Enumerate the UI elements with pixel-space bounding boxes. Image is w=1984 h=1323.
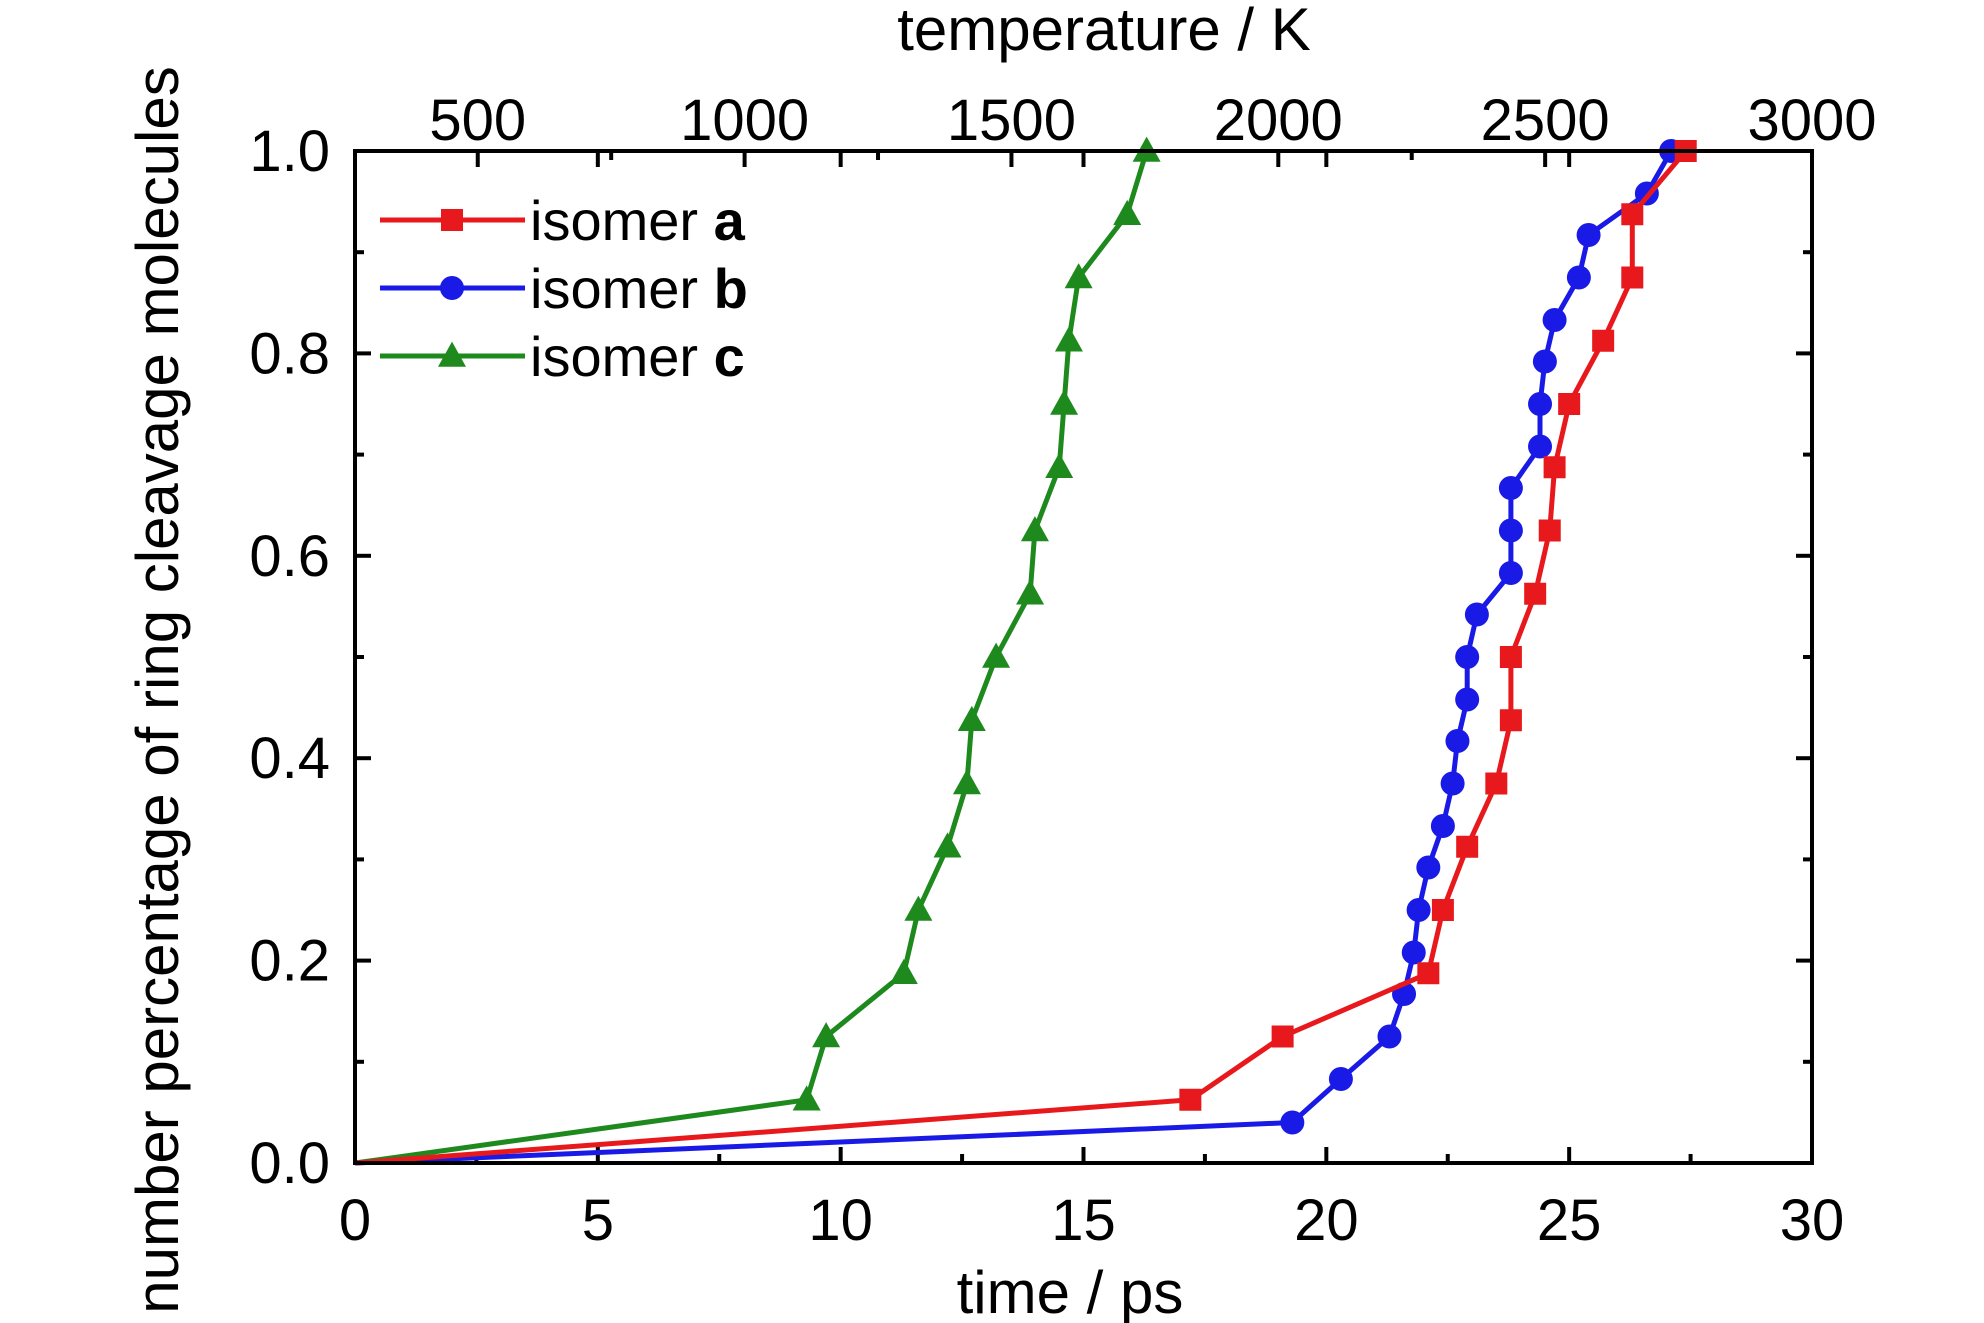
data-point-c xyxy=(982,642,1011,668)
legend-item-a: isomer a xyxy=(380,189,746,252)
data-point-c xyxy=(1045,452,1074,479)
data-point-b xyxy=(1377,1024,1402,1049)
data-point-b xyxy=(1498,475,1523,500)
data-point-c xyxy=(1113,199,1142,226)
data-point-a xyxy=(1417,962,1440,985)
data-point-b xyxy=(1542,308,1567,333)
x-tick-label: 15 xyxy=(1051,1188,1116,1253)
legend-item-b: isomer b xyxy=(380,257,748,320)
data-point-b xyxy=(1464,602,1489,627)
legend-label: isomer b xyxy=(530,257,748,320)
data-point-c xyxy=(1020,516,1049,542)
data-point-b xyxy=(1401,940,1426,965)
data-point-a xyxy=(1499,646,1522,668)
data-point-b xyxy=(1528,434,1553,459)
data-point-a xyxy=(1485,772,1508,795)
y-tick-label: 1.0 xyxy=(249,119,330,184)
data-point-c xyxy=(1054,326,1083,352)
tick-labels: 0 5 10 15 20 25 30 500 1000 1500 2000 2500 3000 0.0 0.… xyxy=(249,88,1876,1253)
series-isomer-c xyxy=(354,136,1161,1166)
data-point-a xyxy=(1621,203,1644,226)
data-point-c xyxy=(1064,263,1093,289)
y-tick-label: 0.6 xyxy=(249,524,330,589)
data-point-b xyxy=(1566,265,1591,290)
data-point-b xyxy=(1430,814,1455,839)
data-point-a xyxy=(1538,519,1561,542)
legend-marker xyxy=(440,276,464,300)
series-line-c xyxy=(354,150,1149,1166)
legend-label: isomer c xyxy=(530,325,745,388)
data-point-b xyxy=(1455,687,1480,712)
data-point-a xyxy=(1499,709,1522,732)
series-layer xyxy=(354,136,1697,1166)
y-tick-label: 0.0 xyxy=(249,1131,330,1196)
data-point-a xyxy=(1456,835,1479,858)
data-point-b xyxy=(1445,728,1470,753)
data-point-b xyxy=(1532,349,1557,374)
data-point-b xyxy=(1328,1067,1353,1092)
x-tick-label: 25 xyxy=(1537,1188,1602,1253)
data-point-c xyxy=(933,832,962,858)
x2-tick-label: 1000 xyxy=(680,88,809,153)
data-point-b xyxy=(1498,561,1523,586)
data-point-b xyxy=(1528,392,1553,416)
y-tick-label: 0.4 xyxy=(249,726,330,791)
x-tick-label: 5 xyxy=(582,1188,614,1253)
data-point-b xyxy=(1440,771,1465,796)
data-point-a xyxy=(1524,582,1547,605)
series-isomer-b xyxy=(354,139,1684,1166)
data-point-b xyxy=(1576,222,1601,247)
legend-marker xyxy=(438,341,466,367)
data-point-b xyxy=(1280,1110,1305,1135)
data-point-b xyxy=(1498,518,1523,543)
data-point-a xyxy=(1621,266,1644,289)
data-point-c xyxy=(957,705,986,732)
data-point-a xyxy=(1558,393,1581,415)
plot-frame xyxy=(353,149,1814,1165)
y-tick-label: 0.8 xyxy=(249,321,330,386)
data-point-c xyxy=(1016,579,1045,605)
x2-tick-label: 500 xyxy=(429,88,526,153)
x-tick-label: 30 xyxy=(1780,1188,1845,1253)
data-point-c xyxy=(792,1085,821,1111)
data-point-b xyxy=(1455,645,1480,669)
x-axis-title: time / ps xyxy=(957,1259,1184,1323)
x2-axis-title: temperature / K xyxy=(897,0,1311,63)
data-point-c xyxy=(904,895,933,921)
data-point-a xyxy=(1431,899,1454,921)
data-point-c xyxy=(952,769,981,795)
data-point-b xyxy=(1406,898,1431,922)
x2-tick-label: 3000 xyxy=(1747,88,1876,153)
data-point-a xyxy=(1592,329,1615,352)
x2-tick-label: 2500 xyxy=(1481,88,1610,153)
axes xyxy=(353,149,1814,1165)
data-point-b xyxy=(1416,855,1441,880)
x-tick-label: 10 xyxy=(808,1188,873,1253)
x2-tick-label: 2000 xyxy=(1214,88,1343,153)
legend-marker xyxy=(441,209,463,231)
data-point-a xyxy=(1543,456,1566,479)
x-tick-label: 0 xyxy=(339,1188,371,1253)
series-isomer-a xyxy=(354,140,1697,1166)
data-point-c xyxy=(1050,389,1079,415)
data-point-c xyxy=(889,958,918,985)
data-point-a xyxy=(1271,1025,1294,1048)
x-tick-label: 20 xyxy=(1294,1188,1359,1253)
y-tick-label: 0.2 xyxy=(249,929,330,994)
x2-tick-label: 1500 xyxy=(947,88,1076,153)
data-point-c xyxy=(812,1022,841,1048)
data-point-a xyxy=(1179,1088,1202,1111)
legend-item-c: isomer c xyxy=(380,325,745,388)
legend-label: isomer a xyxy=(530,189,746,252)
y-axis-title: number percentage of ring cleavage molec… xyxy=(124,66,191,1313)
